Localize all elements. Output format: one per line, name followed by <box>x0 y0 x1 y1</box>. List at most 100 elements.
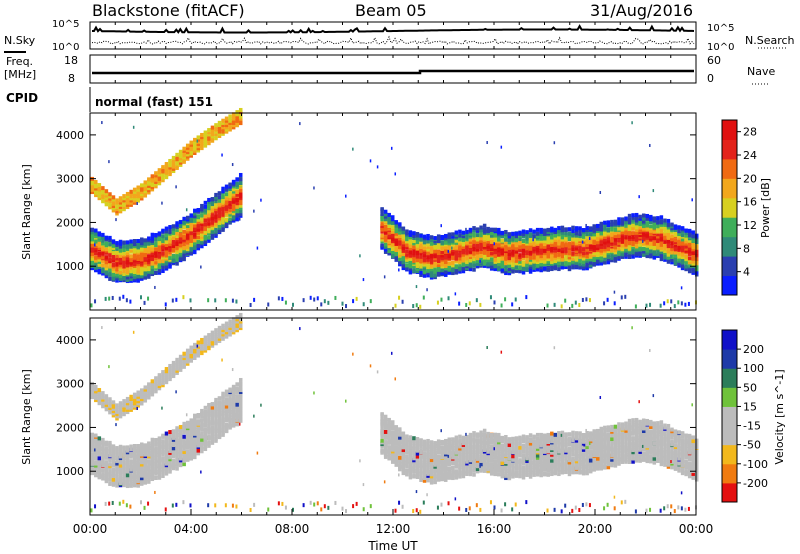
power-cell <box>489 257 494 262</box>
velocity-cell <box>221 420 225 425</box>
power-cell <box>111 242 116 247</box>
velocity-cell <box>125 483 130 488</box>
velocity-cell <box>207 346 211 351</box>
velocity-cell <box>426 462 430 467</box>
power-cell <box>193 146 197 151</box>
noise-panel: N.Sky N.Search 10^5 10^0 10^5 10^0 <box>4 19 795 53</box>
velocity-cell <box>196 419 201 424</box>
power-cell <box>472 243 476 248</box>
power-cell <box>412 234 416 239</box>
power-cell <box>525 230 529 235</box>
power-cell <box>422 250 427 255</box>
power-cell <box>532 259 536 264</box>
power-cell <box>224 217 229 222</box>
velocity-cell <box>217 325 222 330</box>
power-cell <box>200 265 202 269</box>
power-cell <box>585 240 589 245</box>
power-cell <box>136 198 140 203</box>
velocity-cell <box>238 326 243 331</box>
velocity-cell <box>94 463 98 468</box>
power-cell <box>115 202 119 207</box>
power-cell <box>627 226 632 231</box>
power-cell <box>631 245 635 250</box>
power-cell <box>104 202 109 207</box>
power-cell <box>500 260 505 265</box>
power-cell <box>500 267 505 272</box>
power-cell <box>610 252 614 257</box>
velocity-cell <box>390 454 395 459</box>
power-cell <box>122 207 126 212</box>
velocity-cell <box>171 360 176 365</box>
power-cell <box>200 141 204 146</box>
velocity-cell <box>182 458 186 463</box>
power-cell <box>691 262 695 267</box>
power-cell <box>136 185 140 190</box>
power-cell <box>493 227 497 232</box>
velocity-cell <box>118 403 123 408</box>
power-cell <box>444 245 448 250</box>
power-cell <box>383 217 388 222</box>
power-colorbar-swatch <box>722 178 737 199</box>
power-cell <box>101 263 105 268</box>
power-cell <box>525 295 528 300</box>
power-cell <box>224 125 229 130</box>
power-cell <box>207 200 211 205</box>
power-cell <box>189 151 193 156</box>
velocity-cell <box>415 445 420 450</box>
power-cell <box>641 239 644 243</box>
velocity-cell <box>221 430 225 435</box>
power-cell <box>433 262 437 267</box>
power-cell <box>493 241 497 246</box>
power-cell <box>390 225 395 230</box>
power-cell <box>125 298 128 303</box>
velocity-cell <box>210 402 215 407</box>
velocity-cell <box>132 392 137 397</box>
power-cell <box>122 205 126 210</box>
power-cell <box>221 118 225 123</box>
power-cell <box>634 244 639 249</box>
power-cell <box>200 240 204 245</box>
power-cell <box>433 256 437 261</box>
power-cell <box>115 246 119 251</box>
velocity-cell <box>90 384 95 389</box>
power-cell <box>178 160 183 165</box>
velocity-cell <box>436 505 439 510</box>
power-cell <box>694 248 699 253</box>
power-cell <box>465 250 469 255</box>
power-cell <box>383 212 388 217</box>
power-cell <box>341 301 344 306</box>
power-cell <box>429 273 434 278</box>
power-cell <box>645 231 649 236</box>
velocity-cell <box>228 330 232 335</box>
power-cell <box>680 237 685 242</box>
power-cell <box>210 197 215 202</box>
power-cell <box>224 187 229 192</box>
velocity-cell <box>200 441 204 446</box>
power-cell <box>557 260 561 265</box>
power-cell <box>627 241 632 246</box>
velocity-cell <box>94 448 96 452</box>
velocity-cell <box>189 422 193 427</box>
velocity-cell <box>408 440 413 445</box>
velocity-cell <box>313 502 316 507</box>
power-cell <box>691 269 695 274</box>
velocity-cell <box>387 424 391 429</box>
power-cell <box>631 240 635 245</box>
power-cell <box>111 206 116 211</box>
velocity-cell <box>94 452 98 457</box>
velocity-cell <box>132 451 137 456</box>
power-cell <box>482 255 487 260</box>
power-cell <box>599 234 604 239</box>
velocity-cell <box>168 374 172 379</box>
velocity-cell <box>235 504 238 509</box>
power-cell <box>624 226 628 231</box>
power-cell <box>451 266 455 271</box>
power-cell <box>673 256 678 261</box>
power-cell <box>613 248 618 253</box>
power-cell <box>451 263 455 268</box>
velocity-cell <box>108 456 112 461</box>
velocity-cell <box>405 434 409 439</box>
power-cell <box>235 177 239 182</box>
velocity-cell <box>147 391 151 396</box>
power-cell <box>560 246 565 251</box>
